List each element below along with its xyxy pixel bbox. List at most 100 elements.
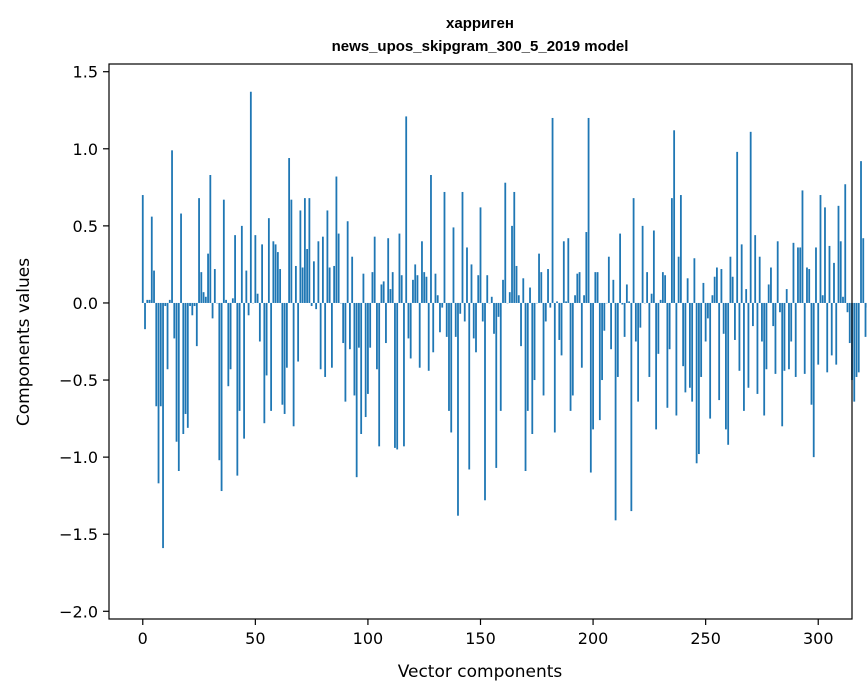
bar bbox=[810, 302, 813, 405]
bar bbox=[637, 302, 640, 402]
bar bbox=[594, 272, 597, 303]
y-tick-label: 0.5 bbox=[73, 217, 98, 236]
bar bbox=[434, 273, 437, 303]
bar bbox=[279, 269, 282, 303]
bar bbox=[204, 296, 207, 303]
bar bbox=[227, 302, 230, 387]
bar bbox=[353, 302, 356, 396]
bar bbox=[763, 302, 766, 416]
bar bbox=[454, 302, 457, 337]
bar bbox=[155, 302, 158, 407]
bar bbox=[497, 302, 500, 317]
bar bbox=[299, 210, 302, 303]
bar bbox=[263, 302, 266, 424]
bar bbox=[743, 302, 745, 411]
bar bbox=[855, 302, 858, 377]
bar bbox=[344, 302, 347, 402]
bar bbox=[452, 227, 455, 303]
bar bbox=[702, 282, 705, 303]
bar bbox=[634, 302, 637, 342]
bar bbox=[749, 131, 752, 303]
bar bbox=[677, 256, 680, 303]
bar bbox=[472, 302, 475, 339]
bar bbox=[459, 302, 462, 314]
bar bbox=[716, 267, 718, 303]
bar bbox=[315, 302, 318, 310]
bar bbox=[457, 302, 459, 516]
bar bbox=[839, 241, 842, 303]
bar bbox=[202, 292, 205, 303]
bar bbox=[612, 279, 615, 303]
bar bbox=[425, 276, 428, 303]
bar bbox=[385, 302, 387, 344]
bar bbox=[499, 302, 502, 411]
bar bbox=[569, 302, 572, 411]
bar bbox=[342, 302, 345, 344]
bar bbox=[391, 272, 394, 303]
bar bbox=[655, 302, 658, 430]
bar bbox=[270, 302, 273, 411]
bar bbox=[553, 302, 556, 433]
bar bbox=[430, 175, 432, 303]
bar bbox=[542, 302, 545, 396]
bar bbox=[524, 302, 527, 471]
bar bbox=[628, 301, 630, 303]
bar bbox=[209, 175, 212, 303]
plot-area-frame bbox=[108, 63, 853, 620]
bar bbox=[610, 302, 612, 350]
bar bbox=[558, 302, 561, 340]
bar bbox=[281, 302, 284, 405]
bar bbox=[698, 302, 700, 455]
x-tick-label: 100 bbox=[353, 629, 384, 648]
bar bbox=[565, 301, 567, 303]
bar bbox=[547, 269, 549, 303]
bar bbox=[576, 273, 579, 303]
bar bbox=[688, 302, 691, 388]
bar bbox=[556, 301, 558, 303]
bar bbox=[833, 262, 835, 303]
bar bbox=[258, 302, 261, 342]
bar bbox=[321, 236, 324, 303]
bar bbox=[186, 302, 189, 428]
bar bbox=[171, 150, 173, 303]
bar bbox=[283, 302, 286, 414]
bar bbox=[254, 235, 257, 303]
bar bbox=[389, 289, 392, 303]
bar bbox=[817, 302, 820, 365]
bar bbox=[806, 267, 808, 303]
bar bbox=[857, 302, 860, 373]
bar bbox=[396, 302, 399, 450]
bar bbox=[664, 275, 667, 303]
bar bbox=[529, 287, 531, 303]
bar bbox=[830, 302, 833, 356]
bar bbox=[707, 302, 709, 319]
bar bbox=[799, 247, 802, 303]
bar bbox=[765, 302, 768, 370]
bar bbox=[308, 198, 311, 303]
bar bbox=[785, 289, 788, 303]
bar bbox=[475, 302, 477, 353]
bar bbox=[551, 117, 554, 303]
bar bbox=[479, 207, 482, 303]
bar bbox=[360, 302, 363, 434]
bar bbox=[734, 302, 736, 340]
bar bbox=[693, 258, 696, 303]
bar bbox=[578, 272, 581, 303]
bar bbox=[328, 267, 331, 303]
bar bbox=[587, 117, 590, 303]
bar bbox=[679, 195, 682, 303]
chart-title: харриген bbox=[446, 15, 514, 32]
bar bbox=[441, 302, 444, 308]
bar bbox=[574, 295, 576, 303]
bar bbox=[747, 302, 750, 388]
bar bbox=[367, 302, 369, 394]
bar bbox=[661, 272, 664, 303]
bar bbox=[427, 302, 430, 371]
y-tick-label: −2.0 bbox=[59, 602, 98, 621]
bar bbox=[792, 242, 795, 303]
bar bbox=[727, 302, 730, 445]
bar bbox=[297, 302, 300, 362]
bar bbox=[657, 302, 660, 354]
bar bbox=[371, 272, 374, 303]
bar bbox=[648, 302, 651, 377]
